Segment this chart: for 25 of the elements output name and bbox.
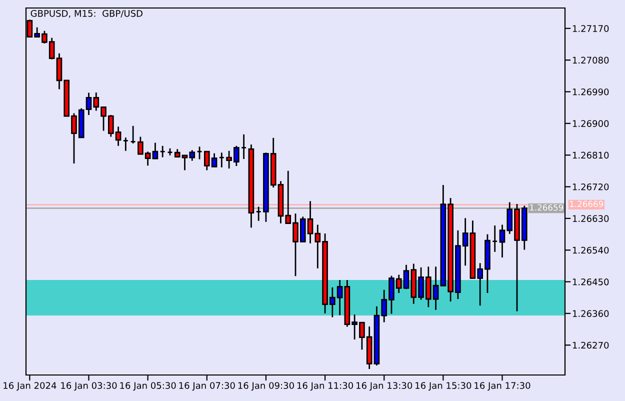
ref-line-label: 1.26669 <box>570 200 604 208</box>
x-tick-label: 16 Jan 05:30 <box>120 382 176 391</box>
y-tick-label: 1.26270 <box>572 342 609 349</box>
x-tick-label: 16 Jan 07:30 <box>179 382 235 391</box>
x-tick-label: 16 Jan 15:30 <box>416 382 472 391</box>
y-tick-label: 1.27080 <box>572 56 609 64</box>
x-tick-label: 16 Jan 11:30 <box>297 382 354 391</box>
y-tick-label: 1.26450 <box>572 278 609 286</box>
ref-line-label: 1.26659 <box>530 204 564 211</box>
x-tick-label: 16 Jan 2024 <box>4 382 56 391</box>
x-tick-label: 16 Jan 03:30 <box>61 382 117 391</box>
y-tick-label: 1.26360 <box>572 310 609 317</box>
x-tick-label: 16 Jan 17:30 <box>474 382 530 391</box>
y-tick-label: 1.26630 <box>572 215 609 222</box>
candlestick <box>248 144 254 228</box>
y-tick-label: 1.26720 <box>572 183 609 190</box>
y-tick-label: 1.26990 <box>572 88 609 96</box>
x-tick-label: 16 Jan 13:30 <box>356 382 412 391</box>
candlestick <box>152 142 158 160</box>
y-tick-label: 1.26900 <box>572 120 609 127</box>
chart-title: GBPUSD, M15: GBP/USD <box>30 10 142 18</box>
y-tick-label: 1.26540 <box>572 246 609 254</box>
x-tick-label: 16 Jan 09:30 <box>238 382 294 391</box>
y-tick-label: 1.27170 <box>572 25 609 32</box>
y-tick-label: 1.26810 <box>572 152 609 159</box>
